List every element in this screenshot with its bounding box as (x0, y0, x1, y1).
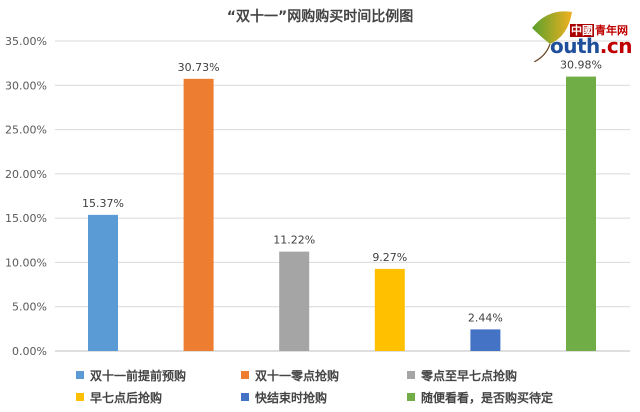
bar (566, 76, 596, 351)
legend-label: 早七点后抢购 (90, 390, 163, 405)
legend-swatch (407, 393, 415, 401)
legend-item: 快结束时抢购 (241, 388, 407, 406)
legend-label: 双十一前提前预购 (90, 368, 187, 383)
logo-cn-text: 青年网 (595, 24, 628, 37)
logo-brand-tld: .cn (599, 34, 633, 58)
data-label: 30.98% (560, 59, 602, 72)
data-label: 2.44% (468, 311, 503, 324)
legend-swatch (76, 371, 84, 379)
legend-item: 随便看看，是否购买待定 (407, 388, 607, 406)
y-tick-label: 20.00% (5, 168, 47, 181)
logo-brand-text: outh (550, 34, 600, 58)
legend-swatch (241, 371, 249, 379)
legend-swatch (76, 393, 84, 401)
data-label: 9.27% (372, 251, 407, 264)
y-tick-label: 35.00% (5, 35, 47, 48)
bar (88, 214, 118, 351)
youth-cn-logo: 中國 青年网 outh.cn (528, 6, 638, 62)
legend-item: 早七点后抢购 (76, 388, 241, 406)
legend-label: 双十一零点抢购 (255, 368, 340, 383)
y-tick-label: 25.00% (5, 124, 47, 137)
legend-swatch (241, 393, 249, 401)
y-tick-label: 5.00% (12, 301, 47, 314)
bar (183, 78, 214, 351)
chart-title: “双十一”网购购买时间比例图 (226, 9, 414, 25)
legend-item: 双十一前提前预购 (76, 366, 241, 384)
y-tick-label: 10.00% (5, 256, 47, 269)
legend-label: 零点至早七点抢购 (421, 368, 518, 383)
y-tick-label: 15.00% (5, 212, 47, 225)
bar (470, 329, 501, 351)
bar (279, 251, 310, 351)
y-tick-label: 0.00% (12, 345, 47, 358)
legend-swatch (407, 371, 415, 379)
legend-item: 零点至早七点抢购 (407, 366, 607, 384)
legend-label: 快结束时抢购 (255, 390, 328, 405)
data-label: 30.73% (178, 61, 220, 74)
ginkgo-leaf-icon (532, 11, 572, 62)
bar (374, 268, 405, 351)
legend-item: 双十一零点抢购 (241, 366, 407, 384)
logo-badge: 中國 (570, 24, 594, 37)
data-label: 15.37% (82, 197, 124, 210)
legend-label: 随便看看，是否购买待定 (421, 390, 554, 405)
legend: 双十一前提前预购 双十一零点抢购 零点至早七点抢购 早七点后抢购 快结束时抢购 … (76, 366, 636, 406)
y-tick-label: 30.00% (5, 79, 47, 92)
logo-brand: outh.cn (550, 34, 632, 58)
data-label: 11.22% (273, 234, 315, 247)
